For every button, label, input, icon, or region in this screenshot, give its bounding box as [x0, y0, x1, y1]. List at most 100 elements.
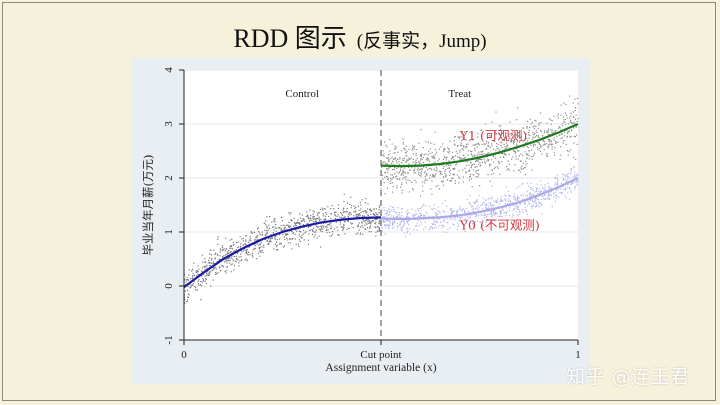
scatter-point-control	[306, 215, 308, 217]
scatter-point-treat_y0	[443, 221, 445, 223]
scatter-point-control	[284, 226, 286, 229]
scatter-point-treat_y0	[557, 184, 559, 186]
scatter-point-control	[284, 229, 286, 231]
scatter-point-treat_y0	[485, 208, 487, 210]
scatter-point-treat_y1	[387, 171, 389, 174]
scatter-point-treat_y1	[420, 155, 422, 158]
scatter-point-treat_y1	[413, 170, 415, 172]
scatter-point-treat_y1	[414, 161, 416, 163]
scatter-point-treat_y1	[532, 131, 534, 133]
scatter-point-treat_y1	[404, 148, 406, 150]
scatter-point-control	[225, 259, 227, 261]
scatter-point-control	[232, 244, 234, 246]
scatter-point-control	[325, 211, 327, 214]
scatter-point-treat_y0	[562, 188, 564, 190]
scatter-point-control	[369, 226, 371, 228]
scatter-point-treat_y1	[499, 149, 501, 151]
scatter-point-treat_y0	[386, 210, 388, 212]
scatter-point-treat_y0	[397, 215, 399, 217]
scatter-point-treat_y0	[464, 215, 466, 217]
scatter-point-control	[370, 231, 372, 233]
scatter-point-treat_y0	[395, 217, 397, 219]
scatter-point-control	[216, 253, 218, 255]
scatter-point-control	[210, 271, 212, 273]
scatter-point-treat_y1	[479, 162, 481, 164]
scatter-point-treat_y0	[434, 224, 436, 226]
scatter-point-control	[196, 271, 198, 273]
scatter-point-treat_y1	[527, 120, 529, 122]
scatter-point-treat_y1	[477, 174, 479, 176]
scatter-point-control	[269, 216, 271, 218]
scatter-point-treat_y0	[423, 215, 425, 218]
scatter-point-treat_y0	[442, 202, 444, 204]
scatter-point-treat_y1	[428, 160, 430, 162]
scatter-point-treat_y0	[532, 190, 534, 192]
scatter-point-treat_y1	[399, 156, 401, 159]
scatter-point-treat_y0	[387, 214, 389, 216]
scatter-point-treat_y1	[494, 157, 496, 159]
scatter-point-treat_y0	[431, 227, 434, 229]
scatter-point-treat_y0	[444, 200, 446, 202]
scatter-point-control	[266, 240, 268, 242]
scatter-point-treat_y1	[563, 102, 565, 104]
scatter-point-control	[245, 252, 247, 254]
scatter-point-treat_y1	[550, 129, 552, 131]
scatter-point-control	[252, 256, 254, 258]
scatter-point-treat_y1	[547, 147, 549, 149]
scatter-point-control	[290, 230, 292, 233]
scatter-point-treat_y1	[560, 154, 562, 156]
scatter-point-treat_y0	[413, 213, 415, 215]
scatter-point-control	[211, 259, 213, 261]
scatter-point-control	[361, 225, 363, 227]
scatter-point-control	[305, 215, 307, 217]
scatter-point-control	[374, 222, 376, 224]
scatter-point-treat_y0	[512, 196, 514, 198]
scatter-point-treat_y0	[441, 224, 444, 226]
scatter-point-treat_y0	[383, 221, 385, 223]
scatter-point-treat_y1	[568, 130, 570, 132]
scatter-point-control	[304, 220, 306, 222]
scatter-point-treat_y1	[460, 142, 462, 144]
scatter-point-control	[307, 239, 309, 241]
scatter-point-treat_y1	[387, 169, 389, 171]
scatter-point-control	[334, 212, 336, 214]
scatter-point-control	[326, 225, 328, 227]
scatter-point-control	[229, 251, 231, 253]
scatter-point-control	[268, 241, 270, 243]
scatter-point-treat_y0	[494, 213, 496, 215]
scatter-point-control	[302, 233, 304, 235]
scatter-point-treat_y0	[562, 173, 564, 175]
scatter-point-control	[198, 268, 200, 270]
scatter-point-treat_y1	[421, 169, 423, 171]
scatter-point-treat_y1	[440, 180, 443, 182]
scatter-point-treat_y1	[531, 149, 533, 151]
scatter-point-treat_y1	[475, 171, 477, 173]
scatter-point-control	[300, 220, 303, 223]
scatter-point-treat_y1	[512, 140, 514, 143]
scatter-point-treat_y0	[432, 228, 434, 230]
scatter-point-control	[200, 285, 202, 287]
scatter-point-treat_y1	[391, 156, 393, 158]
scatter-point-treat_y0	[467, 215, 469, 217]
scatter-point-control	[251, 252, 253, 254]
scatter-point-treat_y1	[533, 125, 535, 127]
scatter-point-treat_y1	[457, 145, 459, 148]
scatter-point-control	[268, 238, 270, 240]
scatter-point-treat_y0	[536, 192, 538, 194]
scatter-point-treat_y0	[426, 213, 428, 215]
scatter-point-treat_y1	[432, 175, 435, 177]
scatter-point-treat_y0	[486, 215, 488, 217]
scatter-point-control	[228, 257, 231, 259]
scatter-point-control	[287, 242, 289, 244]
scatter-point-treat_y1	[434, 153, 437, 155]
scatter-point-control	[226, 269, 228, 272]
scatter-point-treat_y1	[458, 182, 460, 184]
scatter-point-control	[268, 224, 270, 226]
scatter-point-control	[233, 255, 235, 258]
scatter-point-control	[189, 283, 191, 285]
scatter-point-control	[250, 232, 252, 234]
scatter-point-treat_y0	[536, 187, 538, 189]
scatter-point-treat_y1	[392, 158, 394, 160]
scatter-point-treat_y1	[400, 174, 402, 176]
scatter-point-control	[365, 212, 367, 214]
